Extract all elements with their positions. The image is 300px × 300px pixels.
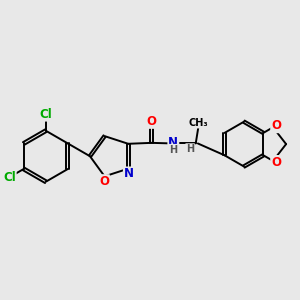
Text: O: O (271, 119, 281, 132)
Text: Cl: Cl (3, 171, 16, 184)
Text: H: H (186, 144, 194, 154)
Text: H: H (169, 145, 177, 155)
Text: O: O (271, 156, 281, 169)
Text: O: O (147, 115, 157, 128)
Text: O: O (99, 175, 109, 188)
Text: N: N (124, 167, 134, 180)
Text: CH₃: CH₃ (188, 118, 208, 128)
Text: N: N (168, 136, 178, 149)
Text: Cl: Cl (39, 108, 52, 121)
